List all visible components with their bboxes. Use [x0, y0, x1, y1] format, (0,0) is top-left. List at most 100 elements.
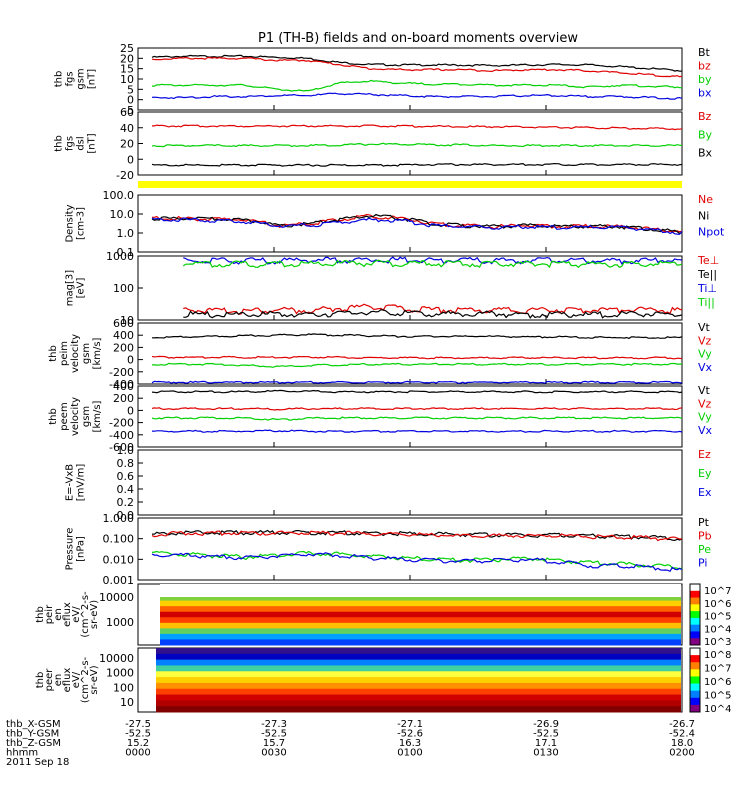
ytick-label: -600: [109, 441, 134, 454]
ylabel-peem-vel: thbpeemvelocitygsm[km/s]: [48, 397, 103, 436]
ylabel-pressure: Pressure[nPa]: [65, 528, 87, 571]
legend-peem-vel-2: Vy: [698, 411, 712, 424]
ephemeris-label: hhmm: [6, 748, 38, 759]
spectrogram-band: [156, 706, 681, 713]
spectrogram-band: [160, 611, 681, 618]
ytick-label: 20: [120, 52, 134, 65]
ytick-label: 200: [113, 392, 134, 405]
ytick-label: 100.0: [103, 189, 135, 202]
spectrogram-ytick: 10: [120, 696, 134, 709]
colorbar-tick: 10^7: [704, 586, 731, 597]
spectrogram-band: [156, 671, 681, 678]
series-line-fgs-dsl-2: [151, 162, 683, 167]
ytick-label: -200: [109, 366, 134, 379]
ephemeris-label: thb_Y-GSM: [6, 729, 59, 740]
legend-temp-2: Ti⊥: [697, 282, 717, 295]
spectrogram-band: [156, 694, 681, 701]
ytick-label: 0.0: [117, 509, 135, 522]
ephemeris-value: 15.2: [127, 738, 149, 749]
ephemeris-label: thb_Z-GSM: [6, 738, 61, 749]
ephemeris-value: -52.4: [669, 729, 695, 740]
series-line-fgs-dsl-0: [152, 124, 683, 131]
colorbar-swatch: [690, 669, 700, 677]
series-line-peim-vel-3: [151, 380, 683, 384]
spectrogram-ytick: 10000: [99, 652, 134, 665]
legend-efield-0: Ez: [698, 448, 711, 461]
colorbar-swatch: [690, 617, 700, 626]
ylabel-fgs-dsl: thbfgsdsl[nT]: [54, 133, 98, 153]
ephemeris-value: -52.5: [125, 729, 151, 740]
ephemeris-value: -52.6: [397, 729, 423, 740]
series-line-peim-vel-1: [151, 355, 683, 360]
legend-peim-vel-2: Vy: [698, 348, 712, 361]
colorbar-tick: 10^6: [704, 599, 731, 610]
ytick-label: 100: [113, 282, 134, 295]
panel-frame-efield: [137, 449, 683, 516]
ytick-label: 0.6: [117, 470, 135, 483]
series-line-density-1: [151, 213, 683, 235]
legend-density-0: Ne: [698, 193, 713, 206]
panel-frame-pressure: [137, 517, 683, 581]
legend-pressure-2: Pe: [698, 543, 711, 556]
ephemeris-value: 0100: [397, 748, 422, 759]
ytick-label: 1.0: [117, 444, 135, 457]
series-line-temp-3: [182, 259, 683, 269]
spectrogram-band: [160, 600, 681, 607]
ylabel-efield: E=-VxB[mV/m]: [65, 464, 87, 502]
colorbar-tick: 10^6: [704, 677, 731, 688]
ytick-label: 0.4: [117, 483, 135, 496]
colorbar-swatch: [690, 631, 700, 639]
ytick-label: -200: [109, 417, 134, 430]
ytick-label: 60: [120, 106, 134, 119]
colorbar-swatch: [690, 662, 700, 670]
spectrogram-band: [160, 595, 681, 602]
series-line-pressure-2: [151, 550, 683, 570]
legend-fgs-gsm-0: Bt: [698, 46, 711, 59]
panel-frame-peem-vel: [137, 385, 683, 448]
colorbar-swatch: [690, 611, 700, 619]
spectrogram-ylabel-peir: thbpeirenefluxeV/(cm^2-s-sr-eV): [35, 591, 100, 638]
ytick-label: 0.2: [117, 496, 135, 509]
legend-density-1: Ni: [698, 209, 709, 222]
series-line-density-2: [151, 217, 683, 235]
colorbar-swatch: [690, 638, 700, 646]
spectrogram-ytick: 10000: [99, 591, 134, 604]
ephemeris-value: -27.1: [397, 719, 423, 730]
series-line-fgs-gsm-2: [152, 79, 683, 92]
spectrogram-band: [160, 617, 681, 624]
ytick-label: 25: [120, 42, 134, 55]
ytick-label: 600: [113, 317, 134, 330]
series-line-temp-1: [183, 309, 683, 319]
spectrogram-band: [156, 688, 681, 696]
spectrogram-band: [156, 648, 681, 655]
ytick-label: 10.0: [110, 208, 135, 221]
legend-efield-1: Ey: [698, 467, 712, 480]
legend-efield-2: Ex: [698, 486, 712, 499]
spectrogram-ytick: 1000: [106, 616, 134, 629]
legend-peem-vel-1: Vz: [698, 397, 712, 410]
ytick-label: 0: [127, 354, 134, 367]
colorbar-swatch: [690, 704, 700, 713]
ephemeris-value: -27.3: [261, 719, 287, 730]
series-line-pressure-0: [151, 529, 683, 542]
ytick-label: 400: [113, 329, 134, 342]
ytick-label: 0: [127, 404, 134, 417]
spectrogram-band: [156, 665, 681, 672]
series-line-peem-vel-3: [151, 429, 683, 433]
series-line-temp-2: [183, 256, 683, 265]
colorbar-swatch: [690, 624, 700, 632]
ytick-label: 0.8: [117, 457, 135, 470]
colorbar-tick: 10^4: [704, 624, 731, 635]
ephemeris-value: -26.9: [533, 719, 559, 730]
colorbar-swatch: [690, 584, 700, 592]
spectrogram-ytick: 1000: [106, 667, 134, 680]
spectrogram-band: [156, 700, 681, 707]
series-line-fgs-dsl-1: [151, 142, 683, 148]
ytick-label: -400: [109, 429, 134, 442]
ytick-label: 0: [127, 153, 134, 166]
legend-fgs-dsl-0: Bz: [698, 110, 712, 123]
series-line-peem-vel-2: [151, 416, 683, 421]
spectrogram-band: [156, 659, 681, 666]
series-line-fgs-gsm-1: [151, 56, 683, 78]
ephemeris-value: 0200: [669, 748, 694, 759]
